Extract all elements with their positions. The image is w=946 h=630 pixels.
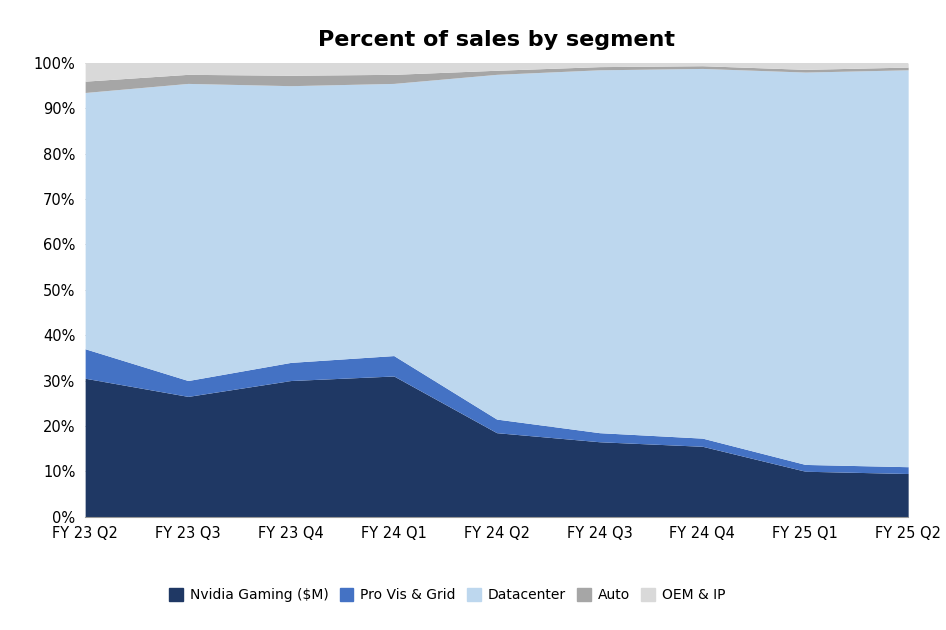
Text: JPR: JPR [832,574,880,598]
Title: Percent of sales by segment: Percent of sales by segment [318,30,675,50]
Text: Jon Peddie Research: Jon Peddie Research [821,609,891,616]
Legend: Nvidia Gaming ($M), Pro Vis & Grid, Datacenter, Auto, OEM & IP: Nvidia Gaming ($M), Pro Vis & Grid, Data… [164,583,731,607]
